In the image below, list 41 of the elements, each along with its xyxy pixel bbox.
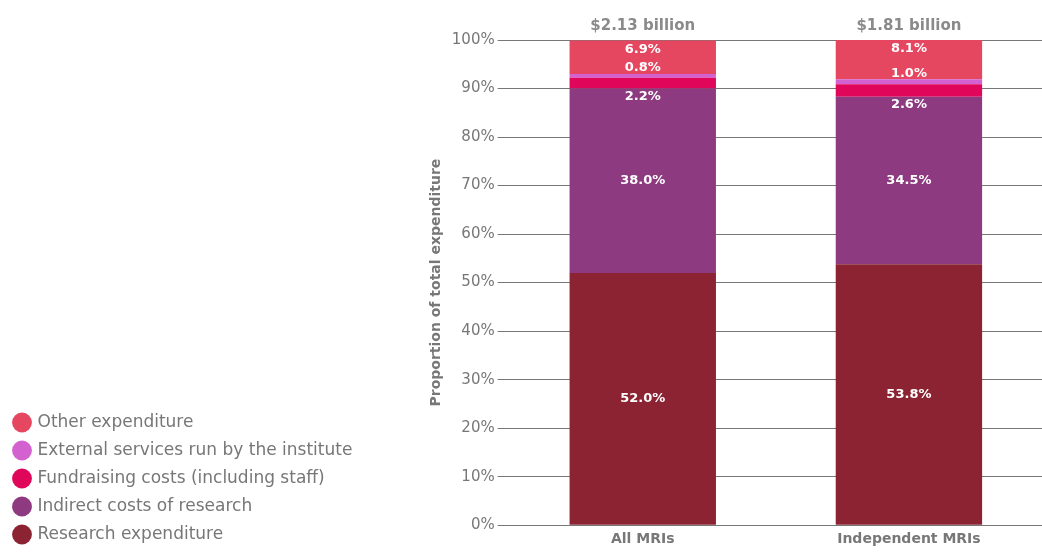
data-label: 2.2% (624, 87, 661, 103)
data-label: 52.0% (620, 390, 666, 406)
y-tick-label: 50% (461, 272, 495, 291)
y-tick-label: 60% (461, 223, 495, 242)
bar (569, 77, 716, 89)
x-tick-label: All MRIs (610, 530, 675, 547)
annotation: $2.13 billion (590, 16, 696, 35)
bar (569, 40, 716, 74)
data-label: 8.1% (890, 40, 927, 56)
y-axis-title: Proportion of total expenditure (427, 158, 444, 407)
y-tick-label: 70% (461, 175, 495, 194)
data-label: 1.0% (890, 64, 927, 80)
legend-label: Other expenditure (37, 410, 194, 431)
y-tick-label: 10% (461, 466, 495, 485)
x-tick-label: Independent MRIs (837, 530, 981, 547)
data-label: 53.8% (886, 385, 932, 401)
y-tick-label: 30% (461, 369, 495, 388)
bar (835, 96, 983, 265)
y-tick-label: 20% (461, 418, 495, 437)
bar (835, 79, 983, 85)
bar (569, 73, 716, 78)
data-label: 6.9% (624, 40, 661, 56)
bar (835, 264, 983, 525)
bar (569, 88, 716, 273)
y-tick-label: 80% (461, 126, 495, 145)
legend-label: Fundraising costs (including staff) (37, 466, 325, 487)
data-label: 2.6% (890, 96, 927, 112)
bar (569, 272, 716, 525)
bar (835, 84, 983, 97)
y-tick-label: 40% (461, 321, 495, 340)
y-tick-label: 100% (451, 29, 495, 48)
data-label: 38.0% (620, 172, 666, 188)
annotation: $1.81 billion (856, 16, 962, 35)
legend-label: External services run by the institute (37, 438, 353, 459)
y-tick-label: 0% (470, 515, 495, 534)
data-label: 34.5% (886, 171, 932, 187)
legend-label: Indirect costs of research (37, 494, 253, 515)
legend-label: Research expenditure (37, 522, 224, 543)
bar (835, 40, 983, 80)
y-tick-label: 90% (461, 78, 495, 97)
data-label: 0.8% (624, 59, 661, 75)
